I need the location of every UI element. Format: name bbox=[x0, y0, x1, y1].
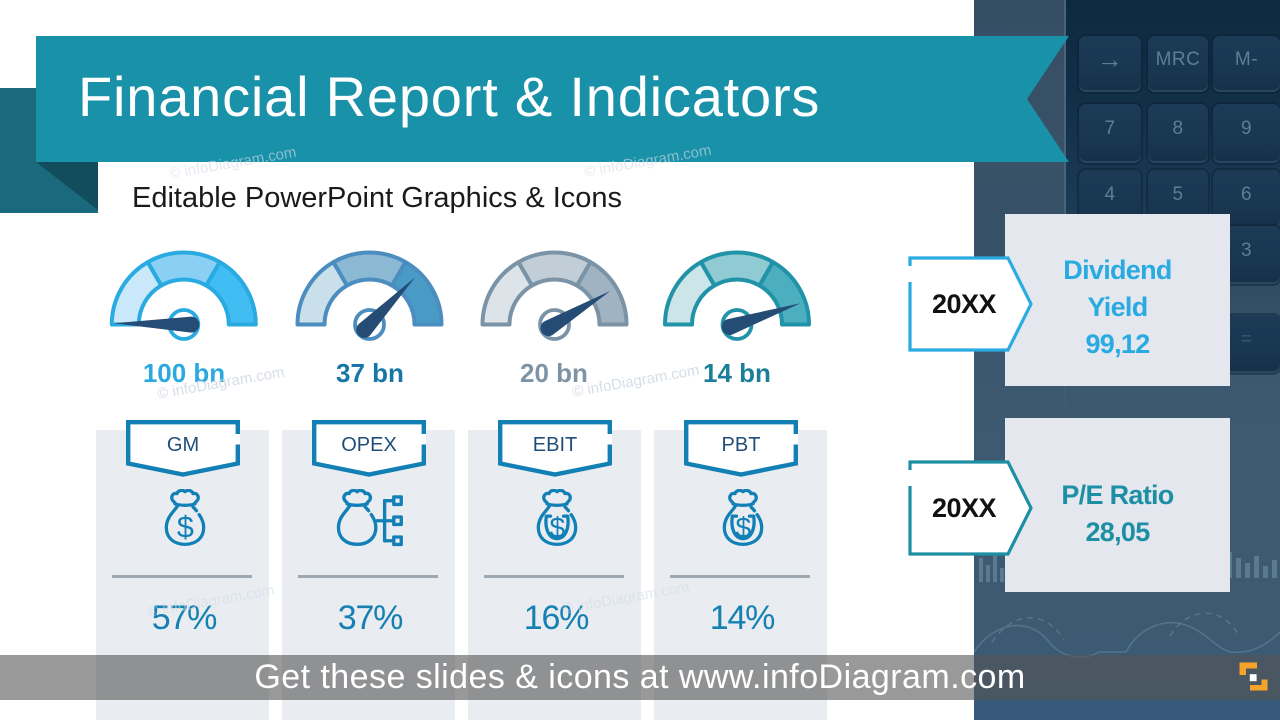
svg-text:$: $ bbox=[736, 511, 752, 543]
svg-text:$: $ bbox=[177, 510, 194, 544]
svg-text:OPEX: OPEX bbox=[341, 434, 397, 456]
svg-text:20XX: 20XX bbox=[932, 493, 997, 523]
svg-text:GM: GM bbox=[167, 434, 199, 456]
svg-text:20XX: 20XX bbox=[932, 289, 997, 319]
svg-text:$: $ bbox=[550, 511, 566, 543]
svg-text:PBT: PBT bbox=[722, 434, 761, 456]
svg-text:EBIT: EBIT bbox=[533, 434, 577, 456]
